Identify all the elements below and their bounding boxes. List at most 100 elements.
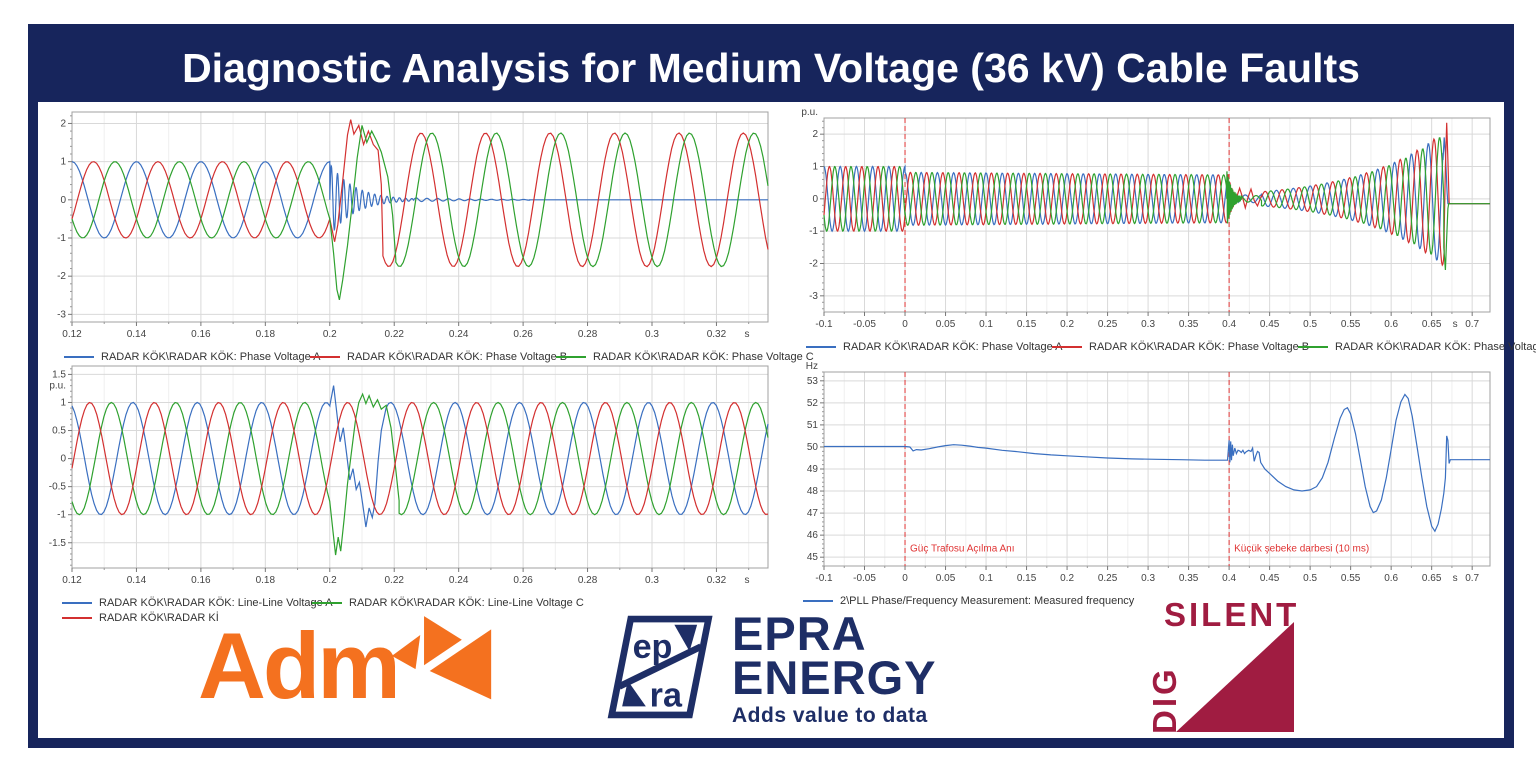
epra-mark-ra-text: ra xyxy=(650,676,683,714)
svg-text:0.12: 0.12 xyxy=(62,329,82,340)
legend-label: RADAR KÖK\RADAR KÖK: Phase Voltage A xyxy=(843,341,1063,353)
svg-text:47: 47 xyxy=(807,508,819,519)
svg-text:-0.05: -0.05 xyxy=(853,319,876,330)
legend-line-swatch xyxy=(556,356,586,359)
svg-text:0.18: 0.18 xyxy=(256,575,276,586)
svg-text:50: 50 xyxy=(807,442,819,453)
event-label: Güç Trafosu Açılma Anı xyxy=(910,544,1015,555)
legend-line-swatch xyxy=(1052,346,1082,349)
svg-text:53: 53 xyxy=(807,376,819,387)
svg-text:-3: -3 xyxy=(57,309,66,320)
event-label: Küçük şebeke darbesi (10 ms) xyxy=(1234,544,1369,555)
svg-text:-1: -1 xyxy=(57,510,66,521)
legend-entry: RADAR KÖK\RADAR KÖK: Line-Line Voltage C xyxy=(312,597,778,609)
epra-mark-ep-text: ep xyxy=(633,628,673,666)
svg-text:0.2: 0.2 xyxy=(323,575,337,586)
digsilent-dig-text: DIG xyxy=(1146,666,1183,734)
svg-text:0.24: 0.24 xyxy=(449,329,469,340)
series-line xyxy=(823,122,1490,267)
legend-line-swatch xyxy=(1298,346,1328,349)
svg-text:0.16: 0.16 xyxy=(191,575,211,586)
svg-text:0.3: 0.3 xyxy=(645,575,659,586)
svg-text:0.4: 0.4 xyxy=(1222,573,1236,584)
svg-text:0.3: 0.3 xyxy=(645,329,659,340)
svg-text:0.1: 0.1 xyxy=(979,319,993,330)
series-line xyxy=(71,385,769,528)
svg-text:0.55: 0.55 xyxy=(1341,573,1361,584)
svg-text:0.22: 0.22 xyxy=(384,329,404,340)
chart-phase-voltages-fault-detail: 0.12 0.14 0.16 0.18 0.2 0.22 0.24 0.26 0.28 0.3 0.… xyxy=(38,104,814,363)
svg-text:0: 0 xyxy=(902,573,908,584)
svg-text:0: 0 xyxy=(902,319,908,330)
chart-legend: RADAR KÖK\RADAR KÖK: Line-Line Voltage A… xyxy=(38,597,778,624)
svg-text:0.26: 0.26 xyxy=(513,329,533,340)
chart-measured-frequency: Güç Trafosu Açılma Anı Küçük şebeke darbe… xyxy=(788,358,1502,607)
charts-area: 0.12 0.14 0.16 0.18 0.2 0.22 0.24 0.26 0.28 0.3 0.… xyxy=(38,102,1536,738)
svg-text:s: s xyxy=(1453,319,1458,330)
svg-text:0.14: 0.14 xyxy=(127,329,147,340)
svg-text:0.16: 0.16 xyxy=(191,329,211,340)
svg-text:-0.05: -0.05 xyxy=(853,573,876,584)
line-line-voltages-plot: 0.12 0.14 0.16 0.18 0.2 0.22 0.24 0.26 0.28 0.3 0.… xyxy=(49,365,769,586)
chart-legend: RADAR KÖK\RADAR KÖK: Phase Voltage A RADA… xyxy=(38,351,814,363)
series-line xyxy=(71,392,769,556)
svg-text:0.25: 0.25 xyxy=(1098,319,1118,330)
adm-logo-text: Adm xyxy=(198,613,401,718)
svg-text:0.15: 0.15 xyxy=(1017,573,1037,584)
legend-entry: RADAR KÖK\RADAR KÖK: Line-Line Voltage A xyxy=(62,597,333,609)
svg-text:2: 2 xyxy=(812,129,818,140)
svg-text:0.45: 0.45 xyxy=(1260,319,1280,330)
series-line xyxy=(71,160,768,239)
svg-text:-1: -1 xyxy=(809,226,818,237)
svg-text:s: s xyxy=(745,329,750,340)
chart-phase-voltages-full: -0.1 -0.05 0 0.05 0.1 0.15 0.2 0.25 0.3 0.35 0.4 0.… xyxy=(788,104,1536,353)
series-line xyxy=(823,137,1490,271)
svg-text:-2: -2 xyxy=(57,271,66,282)
svg-text:0.25: 0.25 xyxy=(1098,573,1118,584)
svg-text:0.14: 0.14 xyxy=(127,575,147,586)
legend-label: RADAR KÖK\RADAR KÖK: Phase Voltage B xyxy=(347,351,568,363)
svg-text:s: s xyxy=(1453,573,1458,584)
adm-triangles-icon xyxy=(391,616,492,700)
epra-logo-text: EPRA ENERGY Adds value to data xyxy=(732,610,937,728)
measured-frequency-plot: Güç Trafosu Açılma Anı Küçük şebeke darbe… xyxy=(806,361,1491,584)
svg-text:0.4: 0.4 xyxy=(1222,319,1236,330)
svg-text:0.05: 0.05 xyxy=(936,319,956,330)
chart-line-line-voltages: 0.12 0.14 0.16 0.18 0.2 0.22 0.24 0.26 0.28 0.3 0.… xyxy=(38,358,778,624)
svg-text:-0.5: -0.5 xyxy=(49,482,67,493)
legend-entry: RADAR KÖK\RADAR KÖK: Phase Voltage C xyxy=(556,351,814,363)
series-line xyxy=(71,401,769,516)
svg-text:-0.1: -0.1 xyxy=(815,319,833,330)
series-line xyxy=(824,393,1490,533)
svg-text:0.35: 0.35 xyxy=(1179,319,1199,330)
svg-text:0.32: 0.32 xyxy=(707,329,727,340)
series-line xyxy=(71,119,769,268)
legend-entry: RADAR KÖK\RADAR Kİ xyxy=(62,612,312,624)
legend-line-swatch xyxy=(806,346,836,349)
svg-text:-1.5: -1.5 xyxy=(49,538,67,549)
phase-voltages-full-plot: -0.1 -0.05 0 0.05 0.1 0.15 0.2 0.25 0.3 0.35 0.4 0.… xyxy=(801,107,1491,330)
digsilent-silent-text: SILENT xyxy=(1164,596,1298,633)
svg-text:p.u.: p.u. xyxy=(49,380,66,391)
svg-text:0.6: 0.6 xyxy=(1384,573,1398,584)
legend-entry: RADAR KÖK\RADAR KÖK: Phase Voltage B xyxy=(1052,341,1309,353)
legend-entry: RADAR KÖK\RADAR KÖK: Phase Voltage A xyxy=(806,341,1062,353)
svg-text:0.7: 0.7 xyxy=(1465,573,1479,584)
svg-text:0: 0 xyxy=(60,454,66,465)
digsilent-mark-icon: SILENT DIG xyxy=(1146,596,1298,734)
svg-text:0.45: 0.45 xyxy=(1260,573,1280,584)
legend-entry: RADAR KÖK\RADAR KÖK: Phase Voltage C xyxy=(1298,341,1536,353)
svg-text:1.5: 1.5 xyxy=(52,369,66,380)
svg-text:1: 1 xyxy=(60,397,66,408)
svg-text:52: 52 xyxy=(807,398,819,409)
legend-line-swatch xyxy=(312,602,342,605)
legend-entry: RADAR KÖK\RADAR KÖK: Phase Voltage A xyxy=(64,351,320,363)
legend-label: RADAR KÖK\RADAR KÖK: Phase Voltage C xyxy=(1335,341,1536,353)
svg-text:0.5: 0.5 xyxy=(52,426,66,437)
epra-logo: ep ra EPRA ENERGY Adds value to data xyxy=(606,610,937,728)
svg-text:0.55: 0.55 xyxy=(1341,319,1361,330)
svg-text:-3: -3 xyxy=(809,291,818,302)
legend-label: RADAR KÖK\RADAR KÖK: Line-Line Voltage A xyxy=(99,597,333,609)
svg-text:0.35: 0.35 xyxy=(1179,573,1199,584)
chart-legend: RADAR KÖK\RADAR KÖK: Phase Voltage A RADA… xyxy=(788,341,1536,353)
